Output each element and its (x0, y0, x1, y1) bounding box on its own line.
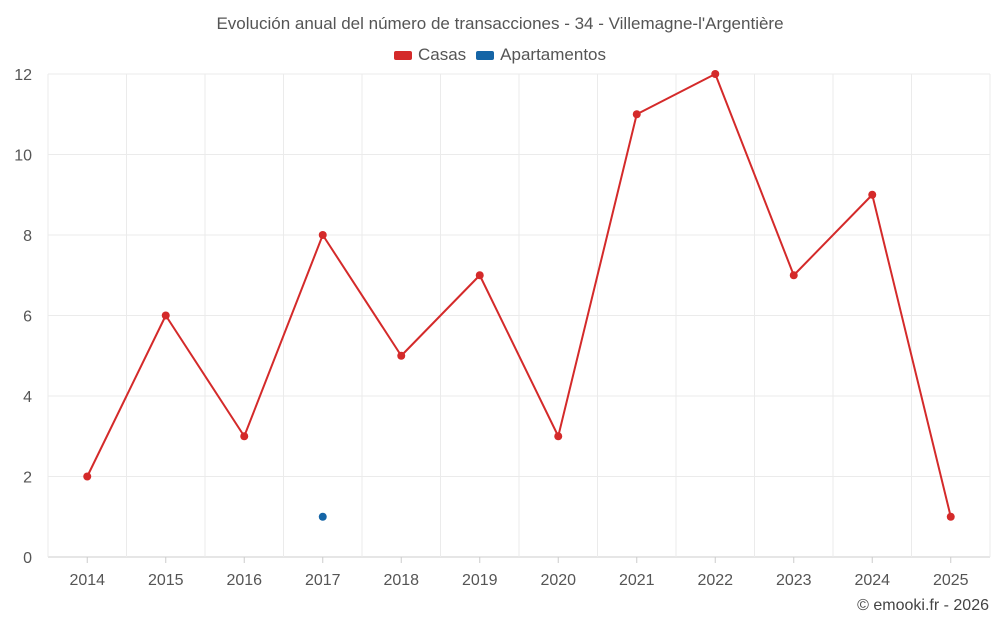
legend-item-casas[interactable]: Casas (393, 45, 467, 65)
data-point-apartamentos (318, 512, 327, 521)
x-tick-label: 2016 (226, 572, 262, 589)
y-tick-label: 12 (14, 67, 32, 84)
legend-item-apartamentos[interactable]: Apartamentos (476, 45, 606, 65)
data-point-casas (397, 351, 406, 360)
legend: Casas Apartamentos (0, 45, 1000, 65)
legend-swatch-apartamentos (476, 50, 495, 60)
y-tick-label: 0 (23, 550, 32, 567)
data-point-casas (240, 432, 249, 441)
data-point-casas (318, 231, 327, 239)
x-tick-label: 2018 (383, 572, 419, 589)
y-tick-label: 10 (14, 148, 32, 165)
chart-title: Evolución anual del número de transaccio… (216, 14, 784, 33)
data-point-casas (868, 190, 877, 199)
x-tick-label: 2024 (854, 572, 890, 589)
series-line-casas (86, 73, 952, 517)
data-point-casas (554, 432, 563, 441)
x-tick-label: 2023 (776, 572, 812, 589)
data-point-casas (161, 311, 170, 320)
x-tick-label: 2022 (697, 572, 733, 589)
x-tick-label: 2019 (462, 572, 498, 589)
y-tick-label: 2 (23, 470, 32, 487)
credit-text: © emooki.fr - 2026 (857, 597, 989, 614)
x-tick-label: 2014 (69, 572, 105, 589)
y-tick-label: 6 (23, 309, 32, 326)
x-tick-label: 2015 (148, 572, 184, 589)
legend-label-casas: Casas (417, 45, 467, 64)
x-tick-label: 2017 (305, 572, 341, 589)
data-point-casas (475, 271, 484, 280)
data-point-casas (711, 70, 720, 78)
y-tick-label: 8 (23, 228, 32, 245)
data-point-casas (83, 472, 92, 481)
x-tick-label: 2020 (540, 572, 576, 589)
legend-label-apartamentos: Apartamentos (500, 45, 607, 64)
data-point-casas (946, 512, 955, 521)
x-tick-label: 2025 (933, 572, 969, 589)
data-point-casas (632, 110, 641, 119)
x-tick-label: 2021 (619, 572, 655, 589)
legend-swatch-casas (393, 50, 412, 60)
data-point-casas (789, 271, 798, 280)
y-tick-label: 4 (23, 389, 32, 406)
